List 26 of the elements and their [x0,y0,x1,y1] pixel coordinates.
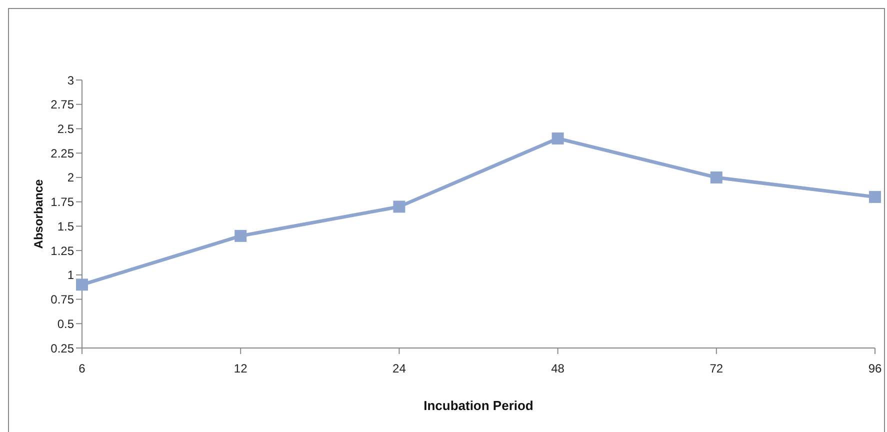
x-tick-label: 12 [234,362,248,376]
point [869,190,881,203]
x-tick-label: 6 [78,362,86,376]
y-tick-label: 0.5 [57,316,74,331]
y-tick-label: 1 [67,268,74,282]
point [76,278,88,291]
x-axis-title: Incubation Period [424,398,534,413]
y-tick-label: 1.5 [57,219,74,234]
y-tick-label: 0.25 [50,341,74,356]
y-tick-label: 2 [67,170,74,185]
y-tick-label: 0.75 [50,292,74,307]
point [710,171,722,184]
y-tick-label: 2.5 [57,122,74,136]
x-tick-label: 72 [710,362,724,376]
x-tick-label: 48 [551,362,565,376]
y-tick-label: 1.75 [50,195,74,210]
x-tick-label: 96 [868,362,882,376]
y-tick-label: 1.25 [50,244,74,258]
y-tick-label: 3 [67,73,74,88]
y-tick-label: 2.75 [50,98,74,112]
point [552,132,564,144]
y-tick-label: 2.25 [50,146,74,160]
y-axis-title: Absorbance [31,179,46,249]
x-tick-label: 24 [392,362,406,376]
point [393,200,406,213]
point [234,230,247,242]
